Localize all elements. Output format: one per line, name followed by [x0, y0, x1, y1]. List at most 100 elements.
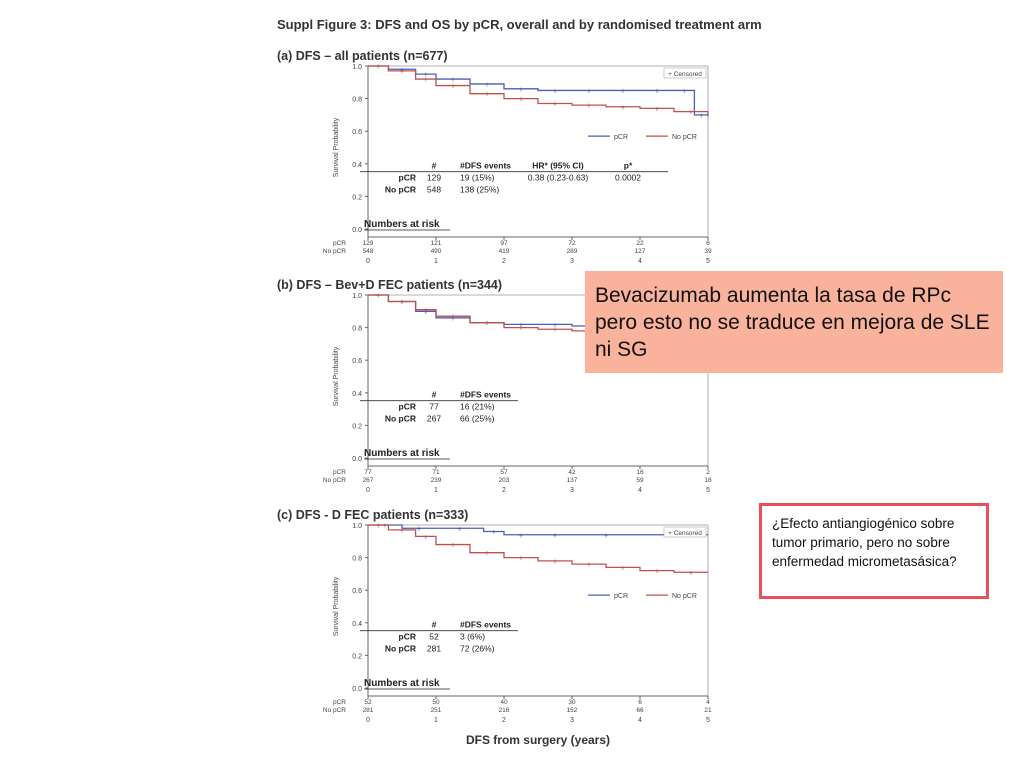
risk-row-label: pCR: [333, 699, 346, 706]
risk-row-label: No pCR: [323, 477, 346, 484]
legend-censored: + Censored: [668, 530, 702, 537]
censor-mark: +: [519, 320, 524, 329]
censor-mark: +: [417, 524, 422, 533]
callout-note: ¿Efecto antiangiogénico sobre tumor prim…: [759, 503, 989, 599]
chart-panel-a: 0.0 0.2 0.4 0.6 0.8 1.0 Survival Probability 0 1…: [323, 62, 712, 265]
x-tick-label: 5: [706, 487, 710, 494]
stats-cell: No pCR: [385, 185, 416, 195]
legend-censored-box: [663, 67, 707, 79]
censor-mark: +: [485, 90, 490, 99]
risk-value: 39: [704, 248, 712, 255]
stats-header: HR* (95% CI): [532, 161, 584, 171]
censor-mark: +: [553, 557, 558, 566]
risk-row-label: No pCR: [323, 707, 346, 714]
censor-mark: +: [376, 291, 381, 300]
risk-value: 289: [567, 248, 578, 255]
stats-cell: pCR: [399, 402, 416, 412]
stats-cell: 77: [429, 402, 439, 412]
x-tick-label: 4: [638, 717, 642, 724]
stats-cell: 72 (26%): [460, 644, 495, 654]
series-line-pcr: [368, 524, 708, 536]
stats-cell: No pCR: [385, 644, 416, 654]
risk-table-title: Numbers at risk: [364, 448, 440, 459]
y-axis-label: Survival Probability: [333, 346, 340, 406]
risk-table-title: Numbers at risk: [364, 678, 440, 689]
censor-mark: +: [423, 70, 428, 79]
y-tick-label: 0.6: [352, 129, 362, 136]
y-tick-label: 0.2: [352, 194, 362, 201]
censor-mark: +: [689, 568, 694, 577]
risk-value: 57: [500, 469, 508, 476]
x-tick-label: 5: [706, 258, 710, 265]
y-tick-label: 0.4: [352, 391, 362, 398]
callout-main: Bevacizumab aumenta la tasa de RPc pero …: [585, 271, 1003, 373]
censor-mark: +: [519, 554, 524, 563]
x-tick-label: 2: [502, 487, 506, 494]
series-line-no-pcr: [368, 294, 607, 333]
censor-mark: +: [400, 65, 405, 74]
censor-mark: +: [553, 325, 558, 334]
chart-panel-b: 0.0 0.2 0.4 0.6 0.8 1.0 Survival Probability 0 1…: [323, 291, 712, 494]
legend-entry-no-pcr: No pCR: [672, 593, 697, 600]
stats-header: #DFS events: [460, 390, 511, 400]
y-tick-label: 0.6: [352, 588, 362, 595]
censor-mark: +: [553, 320, 558, 329]
censor-mark: +: [689, 108, 694, 117]
y-tick-label: 0.8: [352, 97, 362, 104]
x-tick-label: 5: [706, 717, 710, 724]
risk-value: 4: [706, 699, 710, 706]
risk-row-label: pCR: [333, 469, 346, 476]
censor-mark: +: [451, 541, 456, 550]
censor-mark: +: [621, 86, 626, 95]
censor-mark: +: [485, 549, 490, 558]
risk-value: 16: [636, 469, 644, 476]
risk-value: 21: [704, 707, 712, 714]
x-tick-label: 3: [570, 258, 574, 265]
y-tick-label: 0.4: [352, 621, 362, 628]
censor-mark: +: [655, 104, 660, 113]
risk-value: 267: [363, 477, 374, 484]
censor-mark: +: [376, 521, 381, 530]
censor-mark: +: [604, 531, 609, 540]
censor-mark: +: [485, 319, 490, 328]
censor-mark: +: [519, 531, 524, 540]
stats-cell: 267: [427, 414, 441, 424]
panel-a-title: (a) DFS – all patients (n=677): [277, 49, 448, 63]
x-tick-label: 3: [570, 717, 574, 724]
x-tick-label: 1: [434, 487, 438, 494]
stats-cell: 16 (21%): [460, 402, 495, 412]
risk-value: 137: [567, 477, 578, 484]
x-tick-label: 3: [570, 487, 574, 494]
censor-mark: +: [682, 86, 687, 95]
censor-mark: +: [655, 567, 660, 576]
y-tick-label: 1.0: [352, 293, 362, 300]
risk-value: 419: [499, 248, 510, 255]
stats-cell: pCR: [399, 632, 416, 642]
figure-title: Suppl Figure 3: DFS and OS by pCR, overa…: [277, 17, 762, 32]
risk-value: 50: [432, 699, 440, 706]
risk-value: 239: [431, 477, 442, 484]
legend-entry-pcr: pCR: [614, 593, 628, 600]
stats-header: #DFS events: [460, 161, 511, 171]
legend-censored-box: [663, 526, 707, 538]
x-tick-label: 4: [638, 258, 642, 265]
stats-cell: pCR: [399, 173, 416, 183]
risk-value: 97: [500, 240, 508, 247]
censor-mark: +: [451, 82, 456, 91]
stats-cell: 548: [427, 185, 441, 195]
censor-mark: +: [400, 67, 405, 76]
stats-header: #DFS events: [460, 620, 511, 630]
censor-mark: +: [519, 324, 524, 333]
y-tick-label: 0.0: [352, 456, 362, 463]
risk-value: 66: [636, 707, 644, 714]
censor-mark: +: [423, 306, 428, 315]
risk-value: 30: [568, 699, 576, 706]
censor-mark: +: [553, 531, 558, 540]
stats-cell: 281: [427, 644, 441, 654]
stats-cell: No pCR: [385, 414, 416, 424]
risk-row-label: pCR: [333, 240, 346, 247]
censor-mark: +: [621, 563, 626, 572]
stats-cell: 0.38 (0.23-0.63): [528, 173, 589, 183]
risk-value: 281: [363, 707, 374, 714]
risk-value: 203: [499, 477, 510, 484]
